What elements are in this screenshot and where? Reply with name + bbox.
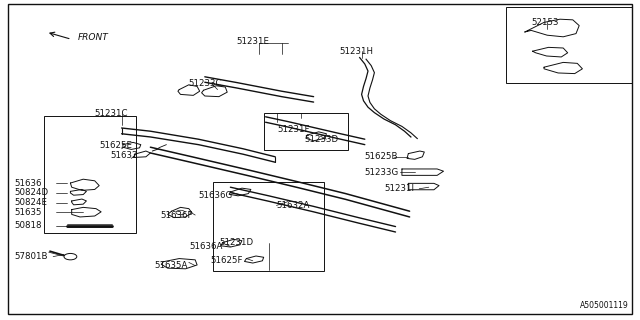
Text: 51632: 51632 [110,151,138,160]
Text: 51635A: 51635A [155,261,188,270]
Text: 51632A: 51632A [276,201,310,210]
Text: 50824E: 50824E [14,198,47,207]
Text: 50818: 50818 [14,221,42,230]
Text: 51231F: 51231F [278,125,310,134]
Text: A505001119: A505001119 [580,301,628,310]
Text: 51233D: 51233D [305,135,339,144]
Text: 51636A: 51636A [189,242,223,251]
Text: 51636G: 51636G [198,191,233,200]
Text: 52153: 52153 [531,18,559,27]
Bar [44,116,136,233]
Text: 51231E: 51231E [237,37,270,46]
Text: 50824D: 50824D [14,188,48,197]
Text: 51233G: 51233G [365,168,399,177]
Text: 57801B: 57801B [14,252,47,261]
Text: 51233C: 51233C [189,79,222,88]
Text: 51625B: 51625B [365,152,398,161]
Text: 51231C: 51231C [95,109,128,118]
Bar [213,182,324,271]
Text: 51625F: 51625F [210,256,243,265]
Text: 51636F: 51636F [160,211,193,220]
Text: 51231D: 51231D [220,238,253,247]
Text: 51635: 51635 [14,208,42,217]
Bar [506,7,632,83]
Text: 51231I: 51231I [384,184,414,193]
Text: 51625E: 51625E [99,141,132,150]
Text: 51636: 51636 [14,179,42,188]
Text: 51231H: 51231H [339,47,373,56]
Bar [264,113,348,150]
Text: FRONT: FRONT [78,33,109,42]
